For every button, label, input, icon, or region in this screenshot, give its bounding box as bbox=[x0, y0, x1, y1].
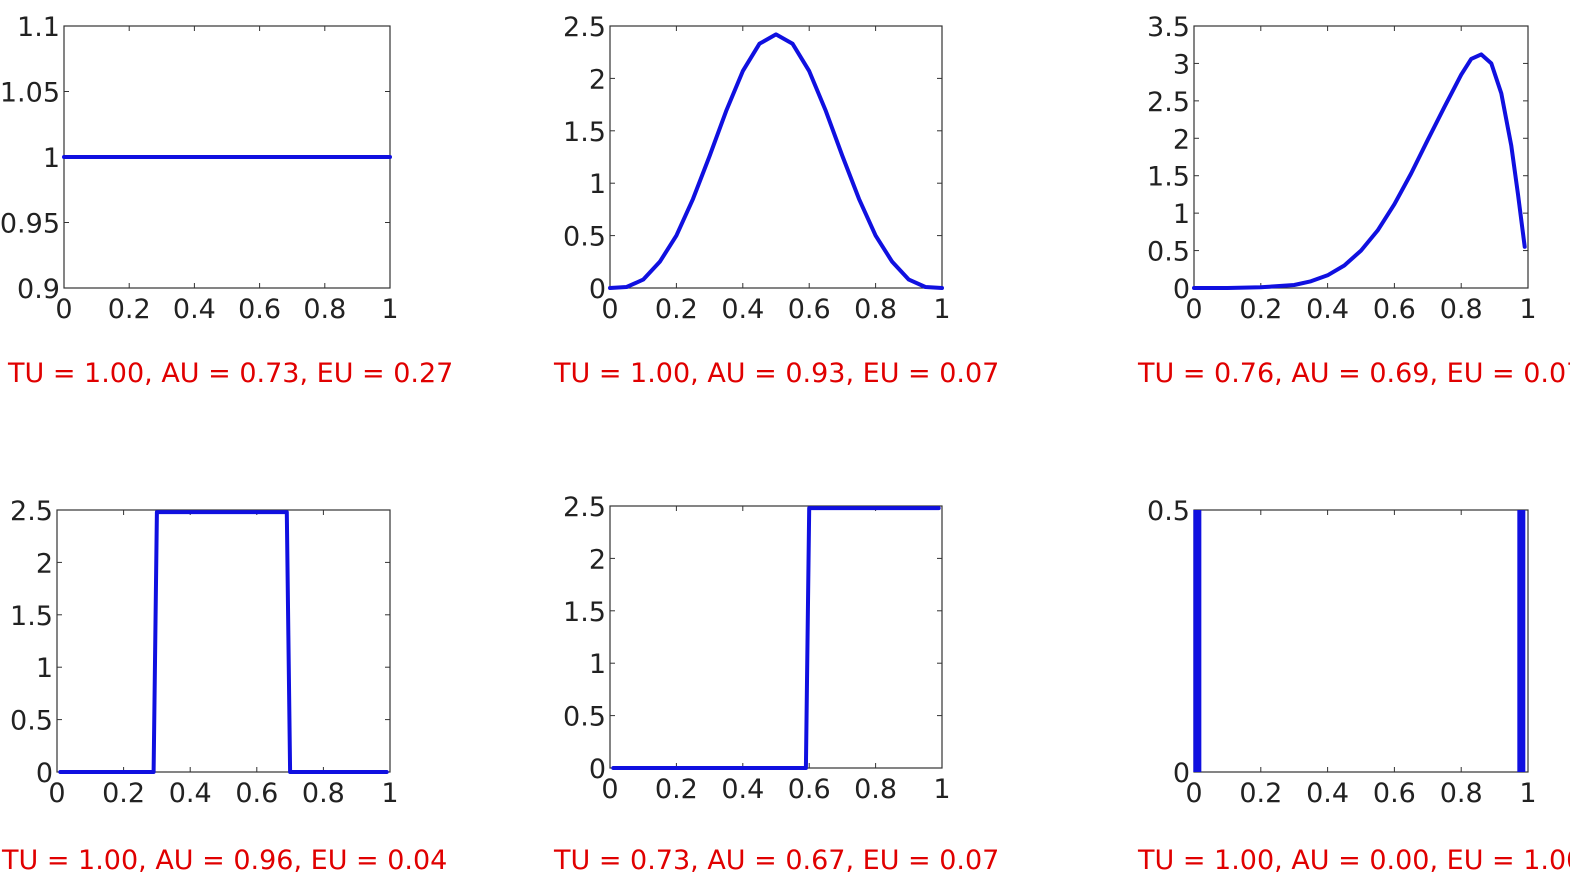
subplot-1-svg: 0 0.2 0.4 0.6 0.8 1 0.9 0.95 1 1.05 1.1 bbox=[0, 12, 399, 325]
plot-frame bbox=[1193, 509, 1529, 773]
y-tick-label: 1.5 bbox=[10, 601, 53, 632]
subplot-4-svg: 0 0.2 0.4 0.6 0.8 1 0 0.5 1 1.5 2 2.5 bbox=[10, 496, 399, 809]
y-tick-label: 0 bbox=[589, 754, 606, 785]
y-tick-label: 0 bbox=[36, 758, 53, 789]
x-tick-label: 0.4 bbox=[1306, 294, 1349, 325]
x-tick-label: 0.4 bbox=[169, 778, 212, 809]
x-tick-label: 0.4 bbox=[721, 294, 764, 325]
x-tick-label: 0.4 bbox=[721, 774, 764, 805]
subplot-3-svg: 0 0.2 0.4 0.6 0.8 1 0 0.5 1 1.5 2 2.5 3 3.5 bbox=[1147, 12, 1537, 325]
series-line-1 bbox=[611, 506, 941, 770]
x-tick-label: 0.4 bbox=[173, 294, 216, 325]
y-tick-label: 2 bbox=[36, 548, 53, 579]
y-tick-label: 0 bbox=[1173, 758, 1190, 789]
y-tick-label: 2 bbox=[589, 544, 606, 575]
subplot-6-svg: 0 0.2 0.4 0.6 0.8 1 0 0.5 bbox=[1147, 496, 1537, 809]
subplot-4-caption: TU = 1.00, AU = 0.96, EU = 0.04 bbox=[2, 845, 448, 876]
y-tick-label: 1.5 bbox=[563, 597, 606, 628]
y-tick-label: 1 bbox=[36, 653, 53, 684]
y-tick-label: 3 bbox=[1173, 49, 1190, 80]
x-tick-label: 0.2 bbox=[1239, 294, 1282, 325]
subplot-6-caption: TU = 1.00, AU = 0.00, EU = 1.00 bbox=[1138, 845, 1570, 876]
subplot-1: 0 0.2 0.4 0.6 0.8 1 0.9 0.95 1 1.05 1.1 bbox=[0, 0, 440, 330]
series-line-1 bbox=[58, 510, 389, 774]
y-tick-label: 0 bbox=[1173, 274, 1190, 305]
x-tick-label: 0.6 bbox=[1373, 294, 1416, 325]
subplot-2: 0 0.2 0.4 0.6 0.8 1 0 0.5 1 1.5 2 2.5 bbox=[540, 0, 980, 330]
subplot-2-caption: TU = 1.00, AU = 0.93, EU = 0.07 bbox=[554, 358, 1000, 389]
series-line-1 bbox=[608, 32, 944, 290]
x-tick-label: 0.2 bbox=[102, 778, 145, 809]
x-tick-label: 0.8 bbox=[303, 294, 346, 325]
series-line-1 bbox=[1192, 52, 1527, 290]
y-tick-label: 0.9 bbox=[17, 274, 60, 305]
x-tick-label: 0.2 bbox=[655, 294, 698, 325]
y-tick-label: 0.5 bbox=[1147, 496, 1190, 527]
y-tick-label: 0.5 bbox=[563, 702, 606, 733]
x-tick-label: 0 bbox=[48, 778, 65, 809]
x-tick-label: 0.4 bbox=[1306, 778, 1349, 809]
y-tick-label: 0 bbox=[589, 274, 606, 305]
x-tick-label: 0.2 bbox=[1239, 778, 1282, 809]
subplot-3: 0 0.2 0.4 0.6 0.8 1 0 0.5 1 1.5 2 2.5 3 3.5 bbox=[1120, 0, 1560, 330]
x-tick-label: 1 bbox=[1519, 294, 1536, 325]
plot-frame bbox=[56, 509, 391, 773]
subplot-5-svg: 0 0.2 0.4 0.6 0.8 1 0 0.5 1 1.5 2 2.5 bbox=[563, 492, 951, 805]
x-tick-label: 0.8 bbox=[1440, 294, 1483, 325]
spike-bar-2 bbox=[1517, 510, 1526, 772]
y-tick-label: 2 bbox=[589, 64, 606, 95]
y-tick-label: 0.5 bbox=[563, 222, 606, 253]
y-tick-label: 1 bbox=[589, 169, 606, 200]
y-tick-label: 2.5 bbox=[10, 496, 53, 527]
y-tick-label: 2.5 bbox=[563, 492, 606, 523]
x-tick-label: 1 bbox=[381, 778, 398, 809]
y-tick-label: 0.5 bbox=[1147, 237, 1190, 268]
y-tick-label: 1.5 bbox=[563, 117, 606, 148]
x-tick-label: 0 bbox=[1185, 294, 1202, 325]
y-tick-label: 1 bbox=[43, 143, 60, 174]
x-tick-label: 1 bbox=[933, 774, 950, 805]
subplot-1-caption: TU = 1.00, AU = 0.73, EU = 0.27 bbox=[8, 358, 454, 389]
x-tick-label: 1 bbox=[381, 294, 398, 325]
x-tick-label: 0 bbox=[1185, 778, 1202, 809]
y-tick-label: 0.5 bbox=[10, 706, 53, 737]
y-tick-label: 1.5 bbox=[1147, 162, 1190, 193]
x-tick-label: 0.8 bbox=[1440, 778, 1483, 809]
x-tick-label: 0.2 bbox=[108, 294, 151, 325]
y-tick-label: 0.95 bbox=[0, 209, 60, 240]
spike-bar-1 bbox=[1193, 510, 1202, 772]
subplot-2-svg: 0 0.2 0.4 0.6 0.8 1 0 0.5 1 1.5 2 2.5 bbox=[563, 12, 951, 325]
y-tick-label: 2.5 bbox=[1147, 87, 1190, 118]
y-tick-label: 3.5 bbox=[1147, 12, 1190, 43]
x-tick-label: 0.8 bbox=[854, 294, 897, 325]
y-tick-label: 1.1 bbox=[17, 12, 60, 43]
x-tick-label: 0.6 bbox=[238, 294, 281, 325]
x-tick-label: 1 bbox=[1519, 778, 1536, 809]
plot-frame bbox=[609, 505, 943, 769]
subplot-4: 0 0.2 0.4 0.6 0.8 1 0 0.5 1 1.5 2 2.5 bbox=[0, 480, 440, 820]
y-tick-label: 2.5 bbox=[563, 12, 606, 43]
subplot-5-caption: TU = 0.73, AU = 0.67, EU = 0.07 bbox=[554, 845, 1000, 876]
x-tick-label: 0.6 bbox=[235, 778, 278, 809]
subplot-5: 0 0.2 0.4 0.6 0.8 1 0 0.5 1 1.5 2 2.5 bbox=[540, 480, 980, 820]
subplot-3-caption: TU = 0.76, AU = 0.69, EU = 0.07 bbox=[1138, 358, 1570, 389]
x-tick-label: 0 bbox=[601, 774, 618, 805]
x-tick-label: 1 bbox=[933, 294, 950, 325]
x-tick-label: 0.2 bbox=[655, 774, 698, 805]
y-tick-label: 1.05 bbox=[0, 78, 60, 109]
plot-frame bbox=[609, 25, 943, 289]
subplot-6: 0 0.2 0.4 0.6 0.8 1 0 0.5 bbox=[1120, 480, 1560, 820]
x-tick-label: 0.6 bbox=[788, 774, 831, 805]
x-tick-label: 0.6 bbox=[788, 294, 831, 325]
x-tick-label: 0.6 bbox=[1373, 778, 1416, 809]
x-tick-label: 0 bbox=[601, 294, 618, 325]
y-tick-label: 1 bbox=[589, 649, 606, 680]
y-tick-label: 2 bbox=[1173, 124, 1190, 155]
y-tick-label: 1 bbox=[1173, 199, 1190, 230]
x-tick-label: 0 bbox=[55, 294, 72, 325]
x-tick-label: 0.8 bbox=[302, 778, 345, 809]
plot-frame bbox=[1193, 25, 1529, 289]
x-tick-label: 0.8 bbox=[854, 774, 897, 805]
